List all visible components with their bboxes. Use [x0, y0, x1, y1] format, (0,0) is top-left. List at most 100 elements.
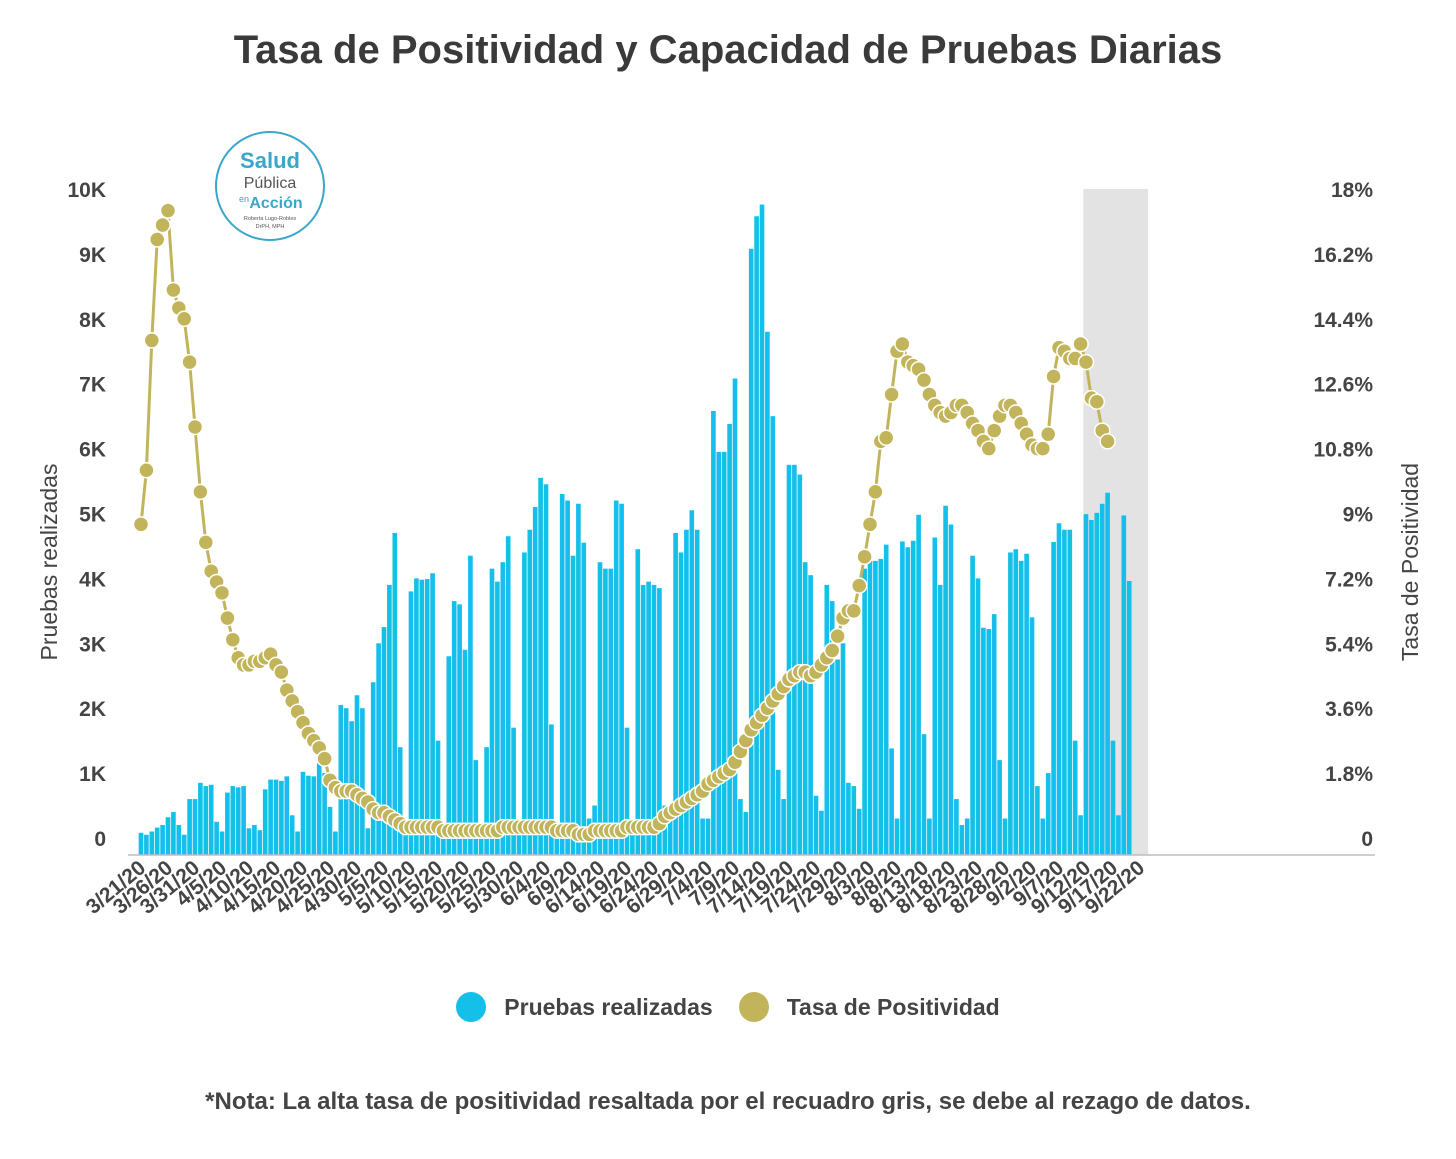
bar-tests[interactable]: [1099, 503, 1105, 855]
bar-tests[interactable]: [1040, 818, 1046, 855]
bar-tests[interactable]: [414, 578, 419, 855]
bar-tests[interactable]: [721, 451, 727, 855]
bar-tests[interactable]: [916, 514, 921, 855]
bar-tests[interactable]: [954, 799, 959, 855]
bar-tests[interactable]: [322, 773, 327, 855]
positivity-point[interactable]: [829, 627, 846, 645]
bar-tests[interactable]: [738, 799, 743, 855]
bar-tests[interactable]: [905, 547, 911, 855]
bar-tests[interactable]: [889, 748, 894, 855]
bar-tests[interactable]: [997, 760, 1002, 855]
bar-tests[interactable]: [511, 727, 516, 855]
bar-tests[interactable]: [716, 451, 722, 855]
bar-tests[interactable]: [505, 536, 511, 855]
bar-tests[interactable]: [781, 799, 786, 855]
bar-tests[interactable]: [225, 792, 230, 855]
bar-tests[interactable]: [651, 584, 657, 855]
bar-tests[interactable]: [1110, 740, 1116, 855]
positivity-point[interactable]: [224, 631, 242, 648]
bar-tests[interactable]: [1029, 617, 1035, 855]
bar-tests[interactable]: [176, 825, 182, 855]
bar-tests[interactable]: [937, 584, 943, 855]
bar-tests[interactable]: [441, 825, 446, 855]
bar-tests[interactable]: [1126, 580, 1132, 855]
bar-tests[interactable]: [457, 604, 462, 855]
bar-tests[interactable]: [451, 601, 457, 855]
bar-tests[interactable]: [554, 825, 560, 855]
bar-tests[interactable]: [959, 825, 965, 855]
bar-tests[interactable]: [900, 541, 905, 855]
bar-tests[interactable]: [727, 423, 732, 855]
bar-tests[interactable]: [387, 584, 392, 855]
bar-tests[interactable]: [943, 505, 948, 855]
bar-tests[interactable]: [235, 787, 241, 855]
bar-tests[interactable]: [565, 500, 570, 855]
bar-tests[interactable]: [1051, 542, 1056, 855]
positivity-point[interactable]: [856, 548, 873, 566]
bar-tests[interactable]: [754, 216, 759, 855]
bar-tests[interactable]: [808, 575, 813, 855]
bar-tests[interactable]: [381, 627, 387, 855]
bar-tests[interactable]: [165, 817, 171, 855]
bar-tests[interactable]: [603, 568, 608, 855]
bar-tests[interactable]: [214, 821, 219, 855]
positivity-point[interactable]: [197, 534, 215, 551]
bar-tests[interactable]: [1008, 552, 1013, 855]
bar-tests[interactable]: [624, 727, 630, 855]
bar-tests[interactable]: [1094, 512, 1100, 855]
bar-tests[interactable]: [878, 558, 884, 855]
bar-tests[interactable]: [792, 464, 797, 855]
bar-tests[interactable]: [295, 831, 300, 855]
bar-tests[interactable]: [160, 825, 165, 855]
bar-tests[interactable]: [711, 410, 716, 855]
positivity-point[interactable]: [1034, 440, 1052, 457]
bar-tests[interactable]: [543, 484, 549, 855]
positivity-point[interactable]: [877, 429, 895, 447]
bar-tests[interactable]: [208, 784, 214, 855]
bar-tests[interactable]: [376, 643, 381, 855]
bar-tests[interactable]: [1018, 560, 1024, 855]
bar-tests[interactable]: [597, 562, 603, 855]
positivity-point[interactable]: [1072, 335, 1089, 353]
positivity-point[interactable]: [850, 577, 868, 594]
bar-tests[interactable]: [630, 825, 635, 855]
bar-tests[interactable]: [894, 818, 900, 855]
positivity-point[interactable]: [1099, 433, 1116, 450]
positivity-point[interactable]: [175, 310, 193, 328]
bar-tests[interactable]: [786, 464, 792, 855]
bar-tests[interactable]: [500, 562, 506, 855]
bar-tests[interactable]: [187, 799, 192, 855]
bar-tests[interactable]: [819, 810, 824, 855]
bar-tests[interactable]: [489, 568, 495, 855]
bar-tests[interactable]: [1089, 519, 1094, 855]
bar-tests[interactable]: [262, 789, 268, 855]
bar-tests[interactable]: [370, 682, 376, 855]
bar-tests[interactable]: [619, 503, 624, 855]
bar-tests[interactable]: [581, 542, 587, 855]
bar-tests[interactable]: [824, 584, 830, 855]
positivity-point[interactable]: [132, 516, 150, 533]
bar-tests[interactable]: [181, 834, 187, 855]
bar-tests[interactable]: [964, 818, 970, 855]
positivity-point[interactable]: [154, 216, 171, 234]
positivity-point[interactable]: [861, 516, 879, 533]
bar-tests[interactable]: [1035, 786, 1040, 855]
bar-tests[interactable]: [813, 795, 819, 855]
bar-tests[interactable]: [948, 524, 954, 855]
bar-tests[interactable]: [279, 780, 284, 855]
bar-tests[interactable]: [478, 825, 484, 855]
legend-item-positivity[interactable]: Tasa de Positividad: [731, 992, 1000, 1022]
bar-tests[interactable]: [1062, 529, 1067, 855]
bar-tests[interactable]: [684, 529, 689, 855]
bar-tests[interactable]: [856, 808, 862, 855]
bar-tests[interactable]: [365, 828, 371, 855]
bar-tests[interactable]: [230, 786, 236, 855]
bar-tests[interactable]: [473, 760, 479, 855]
bar-tests[interactable]: [559, 494, 565, 855]
positivity-point[interactable]: [1039, 425, 1057, 443]
positivity-point[interactable]: [273, 663, 290, 681]
bar-tests[interactable]: [689, 510, 695, 855]
positivity-point[interactable]: [823, 642, 841, 659]
bar-tests[interactable]: [1056, 523, 1062, 855]
bar-tests[interactable]: [1121, 515, 1127, 855]
